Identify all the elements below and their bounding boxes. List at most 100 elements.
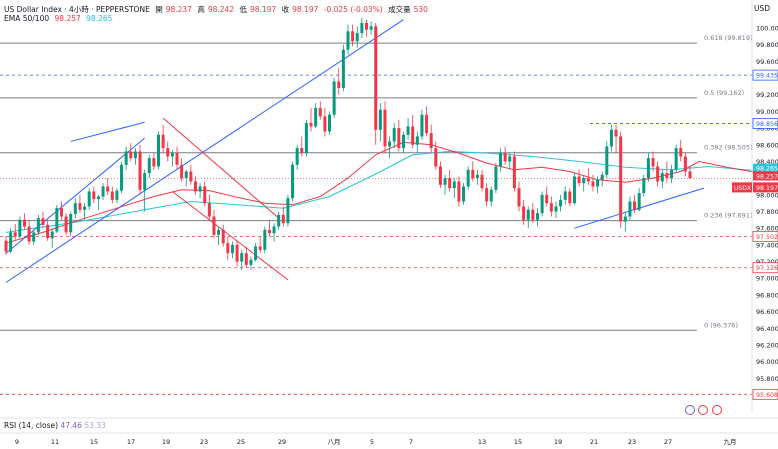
y-tick-label: 99.600 (756, 58, 778, 66)
candle-body (189, 171, 193, 182)
candle-body (59, 208, 63, 217)
x-tick-label: 23 (200, 438, 208, 446)
candle-body (503, 153, 507, 162)
candle-body (323, 116, 327, 132)
candle-body (586, 178, 590, 182)
rsi-label: RSI (14, close) (4, 421, 59, 430)
candle-body (364, 23, 368, 30)
candle-body (475, 174, 479, 179)
candle-body (415, 136, 419, 145)
x-tick-label: 29 (278, 438, 286, 446)
candle-body (106, 186, 110, 192)
candle-body (180, 164, 184, 179)
candle-body (438, 166, 442, 185)
candle-body (341, 49, 345, 89)
candle-body (462, 186, 466, 202)
level-tag-box (752, 388, 778, 400)
candle-body (591, 181, 595, 187)
candle-body (286, 198, 290, 224)
candle-body (318, 108, 322, 117)
candle-body (374, 26, 378, 130)
y-tick-label: 97.000 (756, 275, 778, 283)
symbol-title[interactable]: US Dollar Index · 4小時 · PEPPERSTONE (4, 5, 150, 14)
trend-line (5, 19, 404, 283)
rsi-legend[interactable]: RSI (14, close) 47.46 53.33 (4, 421, 106, 430)
candle-body (688, 171, 692, 179)
volume-label: 成交量 (388, 5, 411, 14)
candle-body (281, 214, 285, 224)
candle-body (9, 232, 13, 252)
candle-body (263, 229, 267, 250)
x-tick-label: 九月 (724, 437, 737, 446)
candle-body (619, 136, 623, 222)
y-tick-label: 98.000 (756, 191, 778, 199)
last-price-tag-box (753, 182, 778, 193)
trend-line (70, 121, 145, 142)
candle-body (309, 123, 313, 127)
candle-body (670, 169, 674, 179)
y-tick-label: 96.200 (756, 341, 778, 349)
y-tick-label: 97.200 (756, 258, 778, 266)
candle-body (258, 246, 262, 250)
high-value: 98.242 (207, 5, 235, 14)
y-tick-label: 96.000 (756, 358, 778, 366)
candle-body (582, 178, 586, 184)
candle-body (46, 224, 50, 239)
fib-level-label: 0 (96.376) (704, 321, 738, 329)
ema50-value: 98.257 (54, 14, 81, 23)
change-value: -0.025 (-0.03%) (323, 5, 383, 14)
candle-body (175, 153, 179, 165)
x-tick-label: 9 (15, 438, 19, 446)
level-tag-label: 95.608 (756, 392, 778, 399)
candle-body (665, 173, 669, 179)
y-tick-label: 97.400 (756, 241, 778, 249)
candle-body (157, 134, 161, 167)
candle-body (212, 216, 216, 235)
volume-value: 530 (413, 5, 428, 14)
candle-body (193, 181, 197, 192)
low-label: 低 (239, 5, 247, 14)
candle-body (4, 240, 8, 252)
symbol-tag-box (732, 182, 752, 193)
candle-body (50, 231, 54, 239)
candle-body (517, 188, 521, 207)
candle-body (563, 191, 567, 200)
candle-body (152, 158, 156, 167)
candle-body (184, 171, 188, 179)
candle-body (143, 173, 147, 190)
event-icon (712, 405, 722, 415)
y-tick-label: 96.800 (756, 291, 778, 299)
ema-legend: EMA 50/100 98.257 98.265 (4, 14, 115, 23)
level-tag-label: 99.435 (756, 73, 778, 80)
x-tick-label: 25 (237, 438, 245, 446)
candle-body (480, 174, 484, 189)
candle-body (429, 133, 433, 149)
price-tag-label: 98.257 (756, 173, 778, 180)
x-tick-label: 11 (51, 438, 59, 446)
candle-body (485, 188, 489, 202)
high-label: 高 (197, 5, 205, 14)
candle-body (457, 181, 461, 202)
x-tick-label: 17 (127, 438, 135, 446)
pattern-line (172, 191, 289, 281)
x-tick-label: 27 (664, 438, 672, 446)
low-value: 98.197 (249, 5, 277, 14)
fib-level-label: 0.382 (98.505) (704, 144, 753, 152)
x-tick-label: 19 (162, 438, 170, 446)
candle-body (314, 108, 318, 127)
candle-body (147, 158, 151, 174)
event-icon (685, 405, 695, 415)
candle-body (27, 226, 31, 242)
candle-body (499, 153, 503, 167)
ema-label[interactable]: EMA 50/100 (4, 14, 50, 23)
candle-body (69, 214, 73, 233)
candle-body (124, 151, 128, 165)
candle-body (572, 176, 576, 204)
candle-body (531, 209, 535, 220)
candle-body (351, 31, 355, 42)
pattern-line (162, 117, 280, 219)
candle-body (656, 166, 660, 182)
level-tag-label: 97.126 (756, 265, 778, 272)
candle-body (161, 134, 165, 149)
